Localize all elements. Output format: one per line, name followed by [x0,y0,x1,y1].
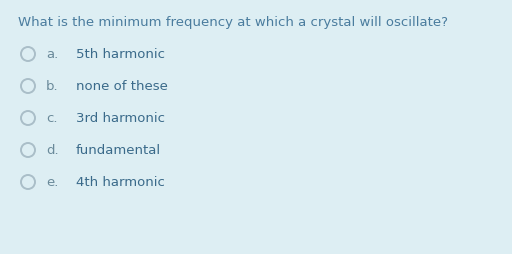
Text: c.: c. [46,112,57,124]
Text: none of these: none of these [76,80,168,92]
Text: d.: d. [46,144,59,156]
Text: b.: b. [46,80,59,92]
Text: What is the minimum frequency at which a crystal will oscillate?: What is the minimum frequency at which a… [18,16,448,29]
Text: 3rd harmonic: 3rd harmonic [76,112,165,124]
Text: fundamental: fundamental [76,144,161,156]
Text: 5th harmonic: 5th harmonic [76,47,165,60]
Text: a.: a. [46,47,58,60]
Text: e.: e. [46,176,58,188]
Text: 4th harmonic: 4th harmonic [76,176,165,188]
